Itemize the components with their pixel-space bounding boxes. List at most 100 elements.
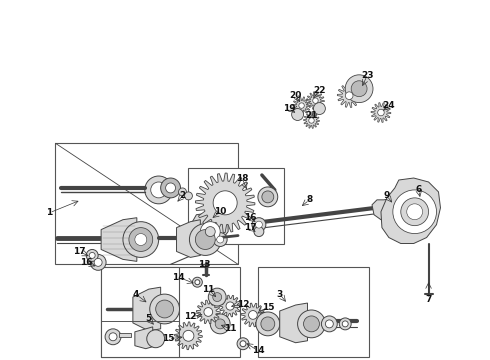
Bar xyxy=(258,267,369,357)
Circle shape xyxy=(205,227,215,237)
Circle shape xyxy=(195,280,200,285)
Circle shape xyxy=(190,224,221,255)
Text: 5: 5 xyxy=(146,314,152,323)
Polygon shape xyxy=(337,84,361,108)
Circle shape xyxy=(252,218,266,231)
Circle shape xyxy=(226,302,234,310)
Bar xyxy=(101,267,178,357)
Circle shape xyxy=(217,236,223,243)
Text: 16: 16 xyxy=(244,213,256,222)
Text: 3: 3 xyxy=(276,289,283,298)
Circle shape xyxy=(342,321,348,327)
Text: 13: 13 xyxy=(198,260,211,269)
Circle shape xyxy=(213,233,227,247)
Polygon shape xyxy=(174,322,202,350)
Polygon shape xyxy=(196,300,220,324)
Bar xyxy=(101,267,240,357)
Polygon shape xyxy=(293,97,311,114)
Polygon shape xyxy=(303,113,319,129)
Circle shape xyxy=(150,294,179,324)
Text: 17: 17 xyxy=(73,247,86,256)
Circle shape xyxy=(258,187,278,207)
Circle shape xyxy=(184,192,193,200)
Circle shape xyxy=(325,320,333,328)
Circle shape xyxy=(109,333,117,341)
Polygon shape xyxy=(135,327,153,349)
Text: 16: 16 xyxy=(80,258,93,267)
Circle shape xyxy=(105,329,121,345)
Polygon shape xyxy=(381,178,441,243)
Polygon shape xyxy=(219,295,241,317)
Circle shape xyxy=(321,316,337,332)
Text: 1: 1 xyxy=(47,208,52,217)
Circle shape xyxy=(292,109,303,121)
Circle shape xyxy=(254,227,264,237)
Bar xyxy=(189,168,284,244)
Circle shape xyxy=(215,319,225,329)
Circle shape xyxy=(401,198,429,226)
Text: 20: 20 xyxy=(290,91,302,100)
Text: 23: 23 xyxy=(361,71,373,80)
Circle shape xyxy=(309,118,314,123)
Text: 17: 17 xyxy=(244,223,256,232)
Circle shape xyxy=(123,222,159,257)
Circle shape xyxy=(240,341,246,347)
Circle shape xyxy=(86,249,98,261)
Text: 12: 12 xyxy=(184,312,196,321)
Circle shape xyxy=(297,310,325,338)
Circle shape xyxy=(248,311,257,319)
Circle shape xyxy=(256,312,280,336)
Circle shape xyxy=(94,258,102,266)
Text: 2: 2 xyxy=(179,192,186,201)
Text: 8: 8 xyxy=(306,195,313,204)
Text: 7: 7 xyxy=(425,294,432,303)
Text: 14: 14 xyxy=(172,273,185,282)
Circle shape xyxy=(161,178,180,198)
Text: 10: 10 xyxy=(214,207,226,216)
Polygon shape xyxy=(133,287,161,331)
Circle shape xyxy=(183,330,194,341)
Circle shape xyxy=(314,103,325,114)
Circle shape xyxy=(178,188,187,196)
Text: 14: 14 xyxy=(251,346,264,355)
Circle shape xyxy=(345,75,373,103)
Circle shape xyxy=(303,316,319,332)
Circle shape xyxy=(196,230,215,249)
Circle shape xyxy=(313,98,318,103)
Circle shape xyxy=(89,252,95,258)
Polygon shape xyxy=(372,198,399,220)
Circle shape xyxy=(213,191,237,215)
Polygon shape xyxy=(191,213,228,249)
Text: 12: 12 xyxy=(237,300,249,309)
Polygon shape xyxy=(196,173,255,233)
Bar xyxy=(55,143,238,264)
Polygon shape xyxy=(176,220,200,257)
Text: 15: 15 xyxy=(262,302,274,311)
Text: 6: 6 xyxy=(416,185,422,194)
Circle shape xyxy=(378,109,384,116)
Circle shape xyxy=(345,92,353,99)
Circle shape xyxy=(135,234,147,246)
Circle shape xyxy=(237,338,249,350)
Circle shape xyxy=(147,330,165,348)
Polygon shape xyxy=(241,303,265,327)
Circle shape xyxy=(151,182,167,198)
Circle shape xyxy=(204,307,213,316)
Polygon shape xyxy=(280,303,308,343)
Polygon shape xyxy=(307,92,324,109)
Text: 11: 11 xyxy=(224,324,236,333)
Circle shape xyxy=(339,318,351,330)
Circle shape xyxy=(262,191,274,203)
Polygon shape xyxy=(101,218,137,261)
Text: 11: 11 xyxy=(202,285,215,294)
Text: 24: 24 xyxy=(383,101,395,110)
Text: 19: 19 xyxy=(283,104,296,113)
Bar xyxy=(101,321,178,357)
Circle shape xyxy=(145,176,172,204)
Polygon shape xyxy=(371,103,391,122)
Circle shape xyxy=(129,228,153,251)
Bar xyxy=(119,333,131,337)
Circle shape xyxy=(351,81,367,96)
Circle shape xyxy=(210,314,230,334)
Circle shape xyxy=(213,293,221,302)
